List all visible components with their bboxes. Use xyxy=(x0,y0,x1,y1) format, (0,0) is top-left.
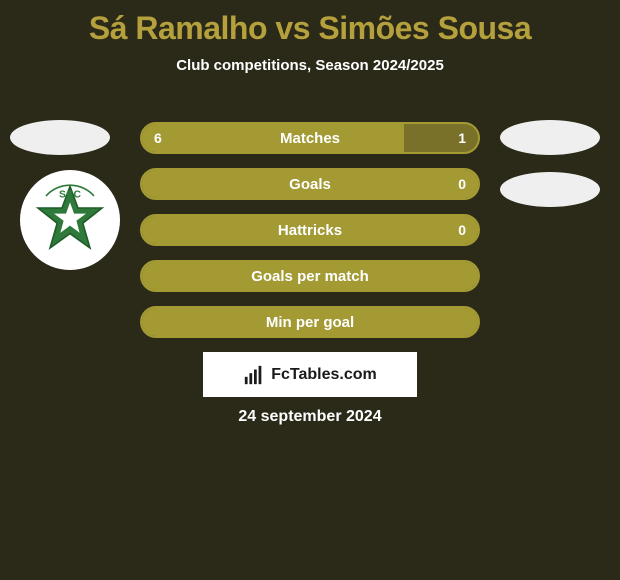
right-badge-pill-1 xyxy=(500,120,600,155)
stat-fill xyxy=(142,124,404,152)
stat-row: Hattricks 0 xyxy=(140,214,480,246)
stat-row: Min per goal xyxy=(140,306,480,338)
brand-text: FcTables.com xyxy=(271,366,377,384)
stat-label: Hattricks xyxy=(278,222,342,239)
page-title: Sá Ramalho vs Simões Sousa xyxy=(0,0,620,47)
stat-left-val: 6 xyxy=(154,130,162,146)
stat-row: Goals 0 xyxy=(140,168,480,200)
stat-row: Goals per match xyxy=(140,260,480,292)
stat-bars: 6 Matches 1 Goals 0 Hattricks 0 Goals pe… xyxy=(140,122,480,352)
stat-row: 6 Matches 1 xyxy=(140,122,480,154)
brand-box[interactable]: FcTables.com xyxy=(203,352,417,397)
svg-text:SCC: SCC xyxy=(59,190,81,201)
club-logo: SCC xyxy=(20,170,120,270)
stat-right-val: 0 xyxy=(458,222,466,238)
left-badge-pill xyxy=(10,120,110,155)
stat-right-val: 0 xyxy=(458,176,466,192)
page-subtitle: Club competitions, Season 2024/2025 xyxy=(0,57,620,74)
comparison-card: Sá Ramalho vs Simões Sousa Club competit… xyxy=(0,0,620,580)
stat-label: Goals xyxy=(289,176,331,193)
stat-label: Goals per match xyxy=(251,268,369,285)
chart-icon xyxy=(243,364,265,386)
stat-right-val: 1 xyxy=(458,130,466,146)
stat-label: Min per goal xyxy=(266,314,354,331)
footer-date: 24 september 2024 xyxy=(0,408,620,426)
stat-label: Matches xyxy=(280,130,340,147)
right-badge-pill-2 xyxy=(500,172,600,207)
club-logo-icon: SCC xyxy=(30,180,110,260)
